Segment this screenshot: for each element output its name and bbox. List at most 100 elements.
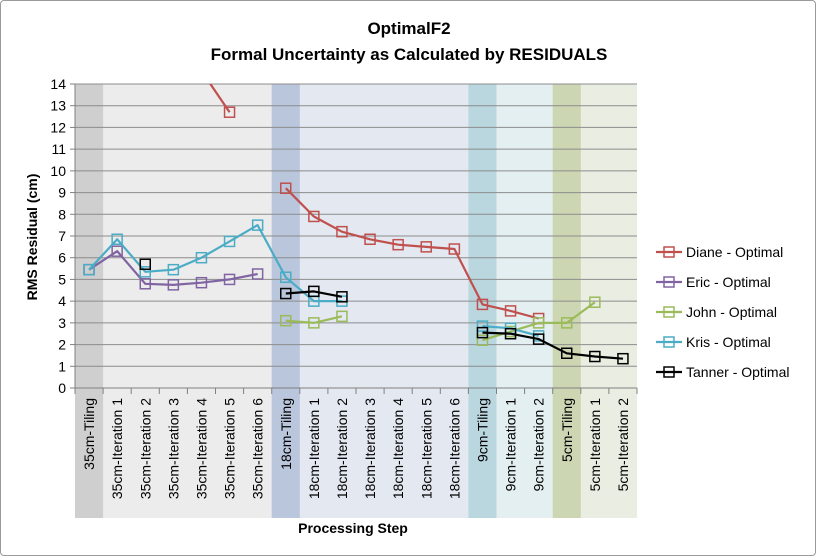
series-4-point-2-4 [589,350,601,363]
series-2-point-0-1 [308,317,320,329]
series-1-point-0-6 [251,268,264,280]
x-tick-label-15: 9cm-Iteration 1 [503,398,519,492]
series-3-point-0-6 [251,219,264,231]
x-tick-label-9: 18cm-Iteration 2 [334,398,350,499]
chart-title: OptimalF2 [367,19,450,38]
series-0 [168,25,545,325]
series-2-point-0-0 [280,314,292,327]
series-4 [139,258,629,365]
legend-marker-3 [663,336,675,348]
series-4-point-1-0 [280,287,292,300]
y-tick-label-12: 12 [50,119,66,135]
x-tick-label-14: 9cm-Tiling [474,398,490,462]
y-tick-label-2: 2 [58,337,66,353]
x-tick-label-16: 9cm-Iteration 2 [531,398,547,492]
series-2-point-0-2 [336,310,348,323]
legend-label-0: Diane - Optimal [686,244,783,260]
series-1-point-0-4 [195,276,208,289]
series-0-point-1-0 [280,182,292,194]
series-4-point-2-5 [617,352,629,365]
series-4-point-0-0 [139,258,151,270]
legend-marker-4 [663,366,675,378]
series-0-point-0-0 [168,25,178,35]
y-tick-label-8: 8 [58,206,66,222]
series-3-point-0-3 [167,263,180,276]
series-0-point-1-6 [448,243,461,255]
y-tick-label-14: 14 [50,76,66,92]
series-0-line-0 [209,84,231,113]
series-4-point-1-2 [336,291,348,303]
x-tick-label-1: 35cm-Iteration 1 [109,398,125,499]
x-tick-label-2: 35cm-Iteration 2 [137,398,153,499]
series-4-point-2-1 [504,327,517,340]
series-lines [83,25,629,365]
y-tick-label-6: 6 [58,250,66,266]
series-0-point-1-5 [420,241,432,253]
series-4-point-2-3 [561,347,573,360]
legend-marker-0 [663,246,675,258]
y-tick-label-7: 7 [58,228,66,244]
x-tick-label-17: 5cm-Tiling [559,398,575,462]
series-0-point-1-2 [336,225,348,238]
chart-subtitle: Formal Uncertainty as Calculated by RESI… [211,45,608,64]
series-2-point-1-0 [476,334,489,346]
series-3-line-0 [88,224,342,303]
series-1-point-0-3 [167,279,180,291]
y-tick-label-1: 1 [58,358,66,374]
x-tick-label-10: 18cm-Iteration 3 [362,398,378,499]
legend-label-1: Eric - Optimal [686,274,771,290]
y-tick-label-4: 4 [58,293,66,309]
legend: Diane - Optimal Eric - Optimal John - Opti… [656,244,789,380]
x-tick-label-7: 18cm-Tiling [278,398,294,470]
legend-label-2: John - Optimal [686,304,777,320]
series-3-point-0-1 [111,233,123,246]
series-3-point-0-5 [223,235,236,248]
series-4-line-1 [285,290,343,298]
x-tick-label-4: 35cm-Iteration 4 [193,398,209,499]
series-0-point-1-1 [308,210,320,223]
y-tick-label-11: 11 [51,141,66,157]
x-tick-label-12: 18cm-Iteration 5 [418,398,434,499]
y-tick-label-13: 13 [50,98,66,114]
series-1-line-0 [88,250,258,286]
series-1-point-0-5 [223,273,236,286]
series-3-point-0-7 [280,271,292,284]
series-0-point-1-3 [364,233,376,246]
x-axis-title: Processing Step [298,520,408,536]
series-0-point-1-7 [476,298,489,311]
y-tick-label-9: 9 [58,185,66,201]
x-tick-label-6: 35cm-Iteration 6 [250,398,266,499]
series-1-point-0-2 [139,278,151,290]
x-tick-label-3: 35cm-Iteration 3 [165,398,181,499]
x-tick-label-8: 18cm-Iteration 1 [306,398,322,499]
legend-label-3: Kris - Optimal [686,334,771,350]
series-3-point-0-2 [139,266,151,278]
y-axis-title: RMS Residual (cm) [24,174,40,301]
legend-marker-2 [663,306,675,318]
x-tick-label-13: 18cm-Iteration 6 [446,398,462,499]
series-0-line-1 [285,187,539,320]
x-tick-labels: 35cm-Tiling 35cm-Iteration 1 35cm-Iteratio… [81,398,631,499]
x-tick-label-5: 35cm-Iteration 5 [222,398,238,499]
series-2-point-1-3 [561,317,573,329]
y-tick-label-10: 10 [50,163,66,179]
x-tick-label-11: 18cm-Iteration 4 [390,398,406,499]
series-1 [83,245,264,291]
series-0-point-1-8 [504,305,517,317]
x-tick-label-0: 35cm-Tiling [81,398,97,470]
series-1-point-0-1 [111,245,123,257]
x-tick-label-19: 5cm-Iteration 2 [615,398,631,492]
y-tick-label-5: 5 [58,271,66,287]
series-3-point-0-4 [195,251,208,264]
series-0-point-1-4 [392,238,404,251]
series-3-point-1-0 [476,320,489,332]
series-2-point-1-2 [532,317,545,329]
series-4-point-2-0 [476,326,489,339]
legend-marker-1 [663,276,675,288]
series-0-point-0-1 [223,106,236,118]
axes [70,83,638,394]
series-3-point-0-0 [83,263,95,276]
series-4-point-2-2 [532,333,545,345]
